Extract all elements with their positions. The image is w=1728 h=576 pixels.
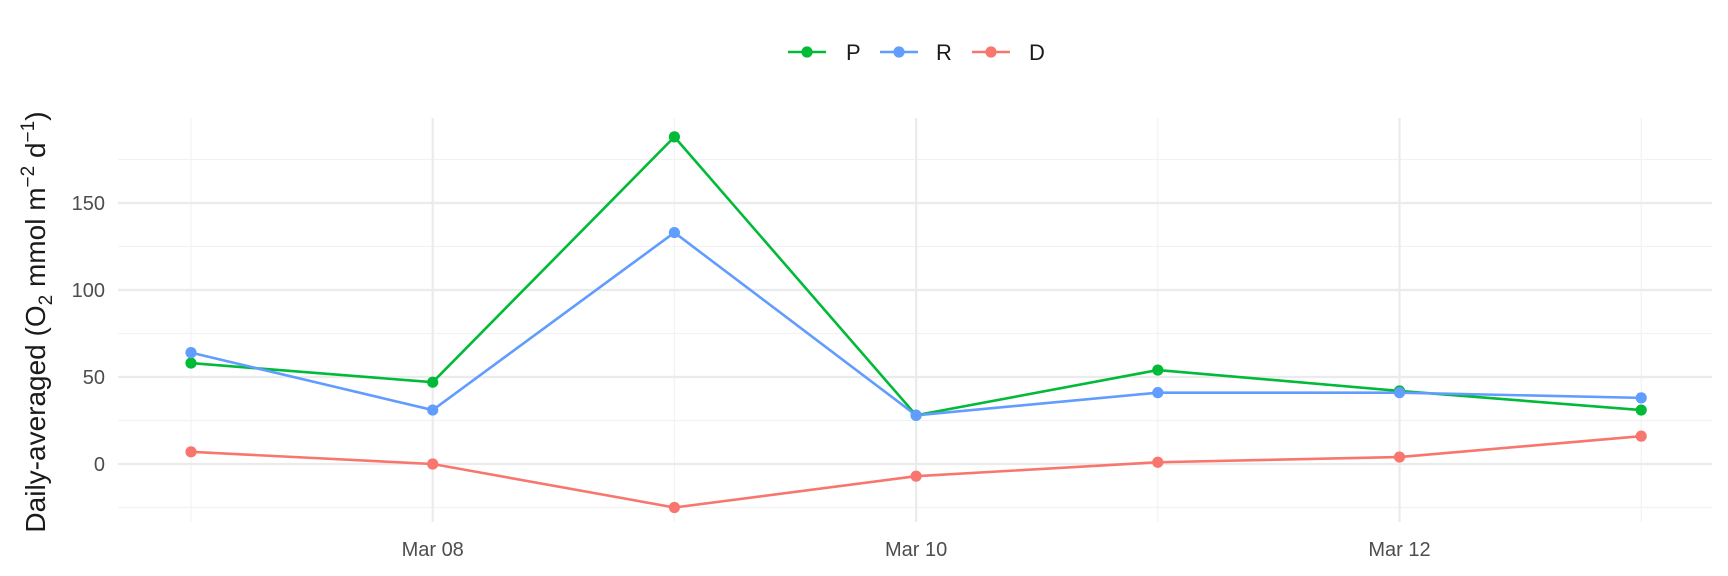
legend-key-point — [801, 46, 813, 58]
data-point-d — [668, 501, 681, 514]
data-point-r — [1152, 387, 1164, 399]
y-axis-title-main: Daily-averaged (O — [20, 305, 51, 532]
y-axis-ticks: 0 50 100 150 — [72, 193, 105, 476]
y-axis-title-unit-2: d — [20, 142, 51, 165]
legend-label: R — [936, 40, 952, 65]
series-layer — [185, 131, 1647, 514]
legend-label: D — [1029, 40, 1045, 65]
data-point-r — [1635, 392, 1647, 404]
y-axis-title: Daily-averaged (O2 mmol m−2 d−1) — [18, 111, 57, 532]
data-point-d — [1393, 451, 1406, 463]
x-tick-label: Mar 08 — [402, 539, 464, 561]
y-tick-label: 150 — [72, 193, 105, 215]
data-point-r — [668, 226, 681, 239]
series-r — [185, 226, 1647, 421]
y-axis-title-subscript: 2 — [36, 295, 57, 306]
data-point-r — [910, 409, 922, 421]
series-d — [185, 430, 1647, 514]
legend-label: P — [846, 40, 861, 65]
y-tick-label: 50 — [83, 367, 105, 389]
data-point-r — [427, 404, 439, 416]
data-point-p — [1635, 404, 1647, 416]
x-axis-ticks: Mar 08 Mar 10 Mar 12 — [402, 539, 1431, 561]
data-point-p — [1152, 364, 1164, 376]
legend-key-point — [985, 46, 997, 58]
x-tick-label: Mar 10 — [885, 539, 947, 561]
y-tick-label: 0 — [94, 454, 105, 476]
data-point-d — [185, 446, 197, 458]
y-axis-title-superscript-1: −2 — [18, 166, 39, 188]
x-tick-label: Mar 12 — [1368, 539, 1430, 561]
data-point-d — [1152, 456, 1164, 468]
data-point-d — [1635, 430, 1647, 442]
legend-key-point — [893, 46, 905, 58]
legend-item-r: R — [880, 40, 952, 65]
grid — [118, 118, 1712, 522]
data-point-p — [427, 376, 439, 388]
legend-item-d: D — [972, 40, 1045, 65]
data-point-r — [185, 347, 197, 359]
data-point-d — [427, 458, 439, 470]
data-point-r — [1393, 387, 1406, 399]
data-point-p — [185, 357, 197, 369]
y-tick-label: 100 — [72, 280, 105, 302]
legend-item-p: P — [788, 40, 861, 65]
y-axis-title-unit: mmol m — [20, 187, 51, 294]
y-axis-title-close: ) — [20, 111, 51, 120]
data-point-p — [668, 131, 681, 143]
y-axis-title-superscript-2: −1 — [18, 121, 39, 143]
data-point-d — [910, 470, 922, 482]
